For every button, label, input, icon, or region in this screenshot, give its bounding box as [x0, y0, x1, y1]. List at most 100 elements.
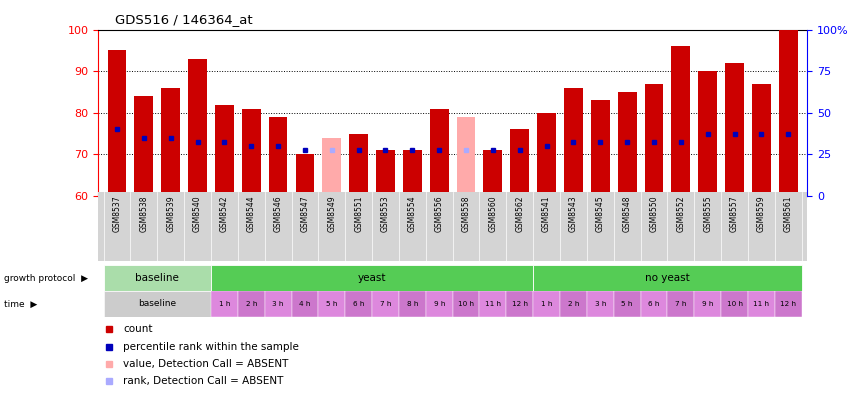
Bar [560, 291, 586, 317]
Text: 8 h: 8 h [406, 301, 418, 307]
Bar [188, 59, 206, 196]
Bar [644, 84, 663, 196]
Bar [613, 291, 640, 317]
Bar [479, 291, 506, 317]
Bar [456, 117, 475, 196]
Bar [103, 265, 211, 291]
Text: GSM8547: GSM8547 [300, 196, 309, 232]
Bar [532, 291, 560, 317]
Text: 10 h: 10 h [457, 301, 473, 307]
Bar [345, 291, 372, 317]
Bar [586, 291, 613, 317]
Text: time  ▶: time ▶ [4, 299, 38, 308]
Text: GSM8539: GSM8539 [166, 196, 175, 232]
Text: GSM8542: GSM8542 [219, 196, 229, 232]
Text: GSM8557: GSM8557 [729, 196, 738, 232]
Text: 5 h: 5 h [621, 301, 632, 307]
Text: 6 h: 6 h [352, 301, 364, 307]
Bar [506, 291, 532, 317]
Bar [537, 113, 555, 196]
Bar [375, 150, 394, 196]
Bar [269, 117, 287, 196]
Text: GSM8545: GSM8545 [595, 196, 604, 232]
Bar [724, 63, 743, 196]
Text: 9 h: 9 h [701, 301, 712, 307]
Bar [483, 150, 502, 196]
Text: GSM8562: GSM8562 [514, 196, 524, 232]
Bar [372, 291, 398, 317]
Text: 10 h: 10 h [726, 301, 741, 307]
Text: 3 h: 3 h [272, 301, 283, 307]
Bar [640, 291, 667, 317]
Text: 12 h: 12 h [511, 301, 527, 307]
Bar [103, 291, 211, 317]
Bar [349, 133, 368, 196]
Bar [215, 105, 234, 196]
Text: baseline: baseline [138, 299, 176, 308]
Text: 11 h: 11 h [752, 301, 769, 307]
Text: GSM8537: GSM8537 [113, 196, 121, 232]
Bar [667, 291, 693, 317]
Text: 12 h: 12 h [780, 301, 795, 307]
Bar [211, 291, 237, 317]
Bar [426, 291, 452, 317]
Text: GSM8544: GSM8544 [247, 196, 255, 232]
Text: 3 h: 3 h [594, 301, 606, 307]
Text: growth protocol  ▶: growth protocol ▶ [4, 274, 88, 283]
Text: GSM8540: GSM8540 [193, 196, 202, 232]
Text: GSM8541: GSM8541 [542, 196, 550, 232]
Bar [452, 291, 479, 317]
Bar [237, 291, 264, 317]
Text: GSM8538: GSM8538 [139, 196, 148, 232]
Bar [670, 46, 689, 196]
Text: 2 h: 2 h [567, 301, 578, 307]
Text: GSM8556: GSM8556 [434, 196, 444, 232]
Text: GSM8555: GSM8555 [702, 196, 711, 232]
Bar [747, 291, 774, 317]
Text: rank, Detection Call = ABSENT: rank, Detection Call = ABSENT [123, 376, 283, 386]
Text: GSM8558: GSM8558 [461, 196, 470, 232]
Bar [563, 88, 582, 196]
Bar [510, 129, 529, 196]
Bar [429, 109, 448, 196]
Text: GSM8548: GSM8548 [622, 196, 631, 232]
Bar [211, 265, 532, 291]
Bar [398, 291, 426, 317]
Bar [241, 109, 260, 196]
Bar [590, 100, 609, 196]
Text: GSM8561: GSM8561 [783, 196, 792, 232]
Text: GSM8543: GSM8543 [568, 196, 577, 232]
Text: GSM8553: GSM8553 [380, 196, 390, 232]
Text: GSM8550: GSM8550 [649, 196, 658, 232]
Text: yeast: yeast [357, 273, 386, 283]
Bar [161, 88, 180, 196]
Text: GSM8551: GSM8551 [354, 196, 363, 232]
Bar [107, 50, 126, 196]
Text: percentile rank within the sample: percentile rank within the sample [123, 341, 299, 352]
Text: 2 h: 2 h [246, 301, 257, 307]
Bar [322, 138, 341, 196]
Bar [720, 291, 747, 317]
Text: 1 h: 1 h [540, 301, 552, 307]
Bar [318, 291, 345, 317]
Text: baseline: baseline [135, 273, 179, 283]
Bar [532, 265, 801, 291]
Bar [295, 154, 314, 196]
Bar [403, 150, 421, 196]
Text: 5 h: 5 h [326, 301, 337, 307]
Text: GSM8552: GSM8552 [676, 196, 685, 232]
Bar [774, 291, 801, 317]
Text: value, Detection Call = ABSENT: value, Detection Call = ABSENT [123, 359, 288, 369]
Text: 7 h: 7 h [675, 301, 686, 307]
Bar [134, 96, 153, 196]
Bar [693, 291, 720, 317]
Text: 6 h: 6 h [647, 301, 659, 307]
Text: GSM8560: GSM8560 [488, 196, 496, 232]
Text: GSM8546: GSM8546 [273, 196, 282, 232]
Text: 9 h: 9 h [433, 301, 444, 307]
Text: 1 h: 1 h [218, 301, 229, 307]
Text: 11 h: 11 h [485, 301, 501, 307]
Bar [617, 92, 635, 196]
Bar [751, 84, 770, 196]
Bar [698, 71, 717, 196]
